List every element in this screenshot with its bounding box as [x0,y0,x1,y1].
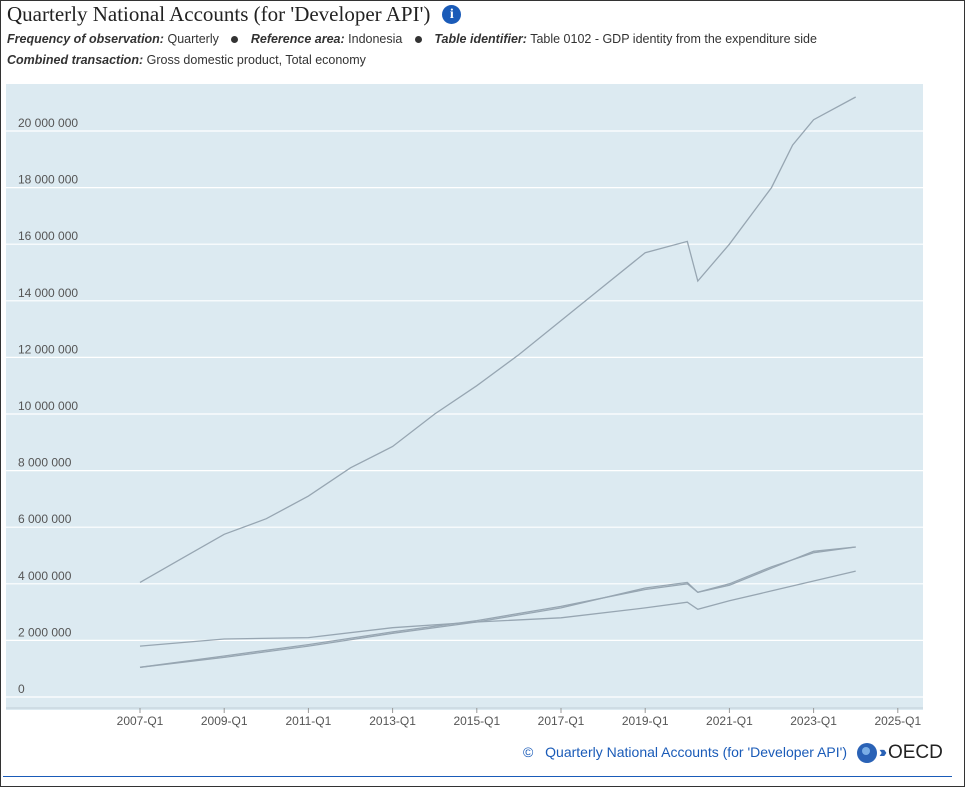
y-tick-label: 10 000 000 [18,399,78,413]
x-tick-label: 2021-Q1 [706,714,753,728]
separator-dot [231,35,239,43]
x-tick-label: 2019-Q1 [622,714,669,728]
line-chart: 0 2 000 000 4 000 000 6 000 000 8 000 000 10 … [6,84,923,728]
bottom-divider [3,776,952,777]
y-tick-label: 18 000 000 [18,173,78,187]
meta-label: Table identifier: [434,32,527,46]
series-line-2 [139,570,856,647]
title-row: Quarterly National Accounts (for 'Develo… [7,2,462,27]
globe-icon [857,743,877,763]
y-tick-label: 0 [18,682,25,696]
meta-value: Table 0102 - GDP identity from the expen… [530,32,817,46]
meta-value: Indonesia [348,32,403,46]
x-tick-label: 2017-Q1 [538,714,585,728]
y-tick-label: 12 000 000 [18,342,78,356]
x-tick-label: 2011-Q1 [285,714,331,728]
copyright-symbol: © [522,744,534,760]
meta-label: Reference area: [250,32,345,46]
source-link[interactable]: © Quarterly National Accounts (for 'Deve… [523,744,847,760]
meta-value: Quarterly [167,32,219,46]
chart-title: Quarterly National Accounts (for 'Develo… [7,2,431,26]
metadata-line-1: Frequency of observation: Quarterly Refe… [7,32,817,46]
chevrons-icon: ››› [879,744,887,761]
y-tick-label: 4 000 000 [18,569,72,583]
y-tick-label: 6 000 000 [18,512,72,526]
series-line-3 [139,546,856,668]
source-text: Quarterly National Accounts (for 'Develo… [545,744,847,760]
y-tick-label: 20 000 000 [18,116,78,130]
info-icon[interactable]: i [442,5,462,24]
logo-text: OECD [887,742,943,763]
x-tick-label: 2009-Q1 [201,714,248,728]
x-tick-label: 2007-Q1 [117,714,164,728]
x-tick-label: 2025-Q1 [874,714,921,728]
x-tick-label: 2015-Q1 [453,714,500,728]
y-tick-label: 2 000 000 [18,625,72,639]
x-tick-label: 2023-Q1 [790,714,837,728]
oecd-logo: ››› OECD [857,742,943,764]
y-tick-label: 8 000 000 [18,456,72,470]
meta-label: Combined transaction: [7,53,144,67]
series-line-4 [139,546,856,668]
meta-label: Frequency of observation: [7,32,164,46]
series-line-1 [139,96,857,583]
metadata-line-2: Combined transaction: Gross domestic pro… [7,53,366,67]
plot-area [6,84,923,710]
y-tick-label: 14 000 000 [18,286,78,300]
y-tick-label: 16 000 000 [18,229,78,243]
meta-value: Gross domestic product, Total economy [146,53,366,67]
separator-dot [414,35,422,43]
x-tick-label: 2013-Q1 [369,714,416,728]
